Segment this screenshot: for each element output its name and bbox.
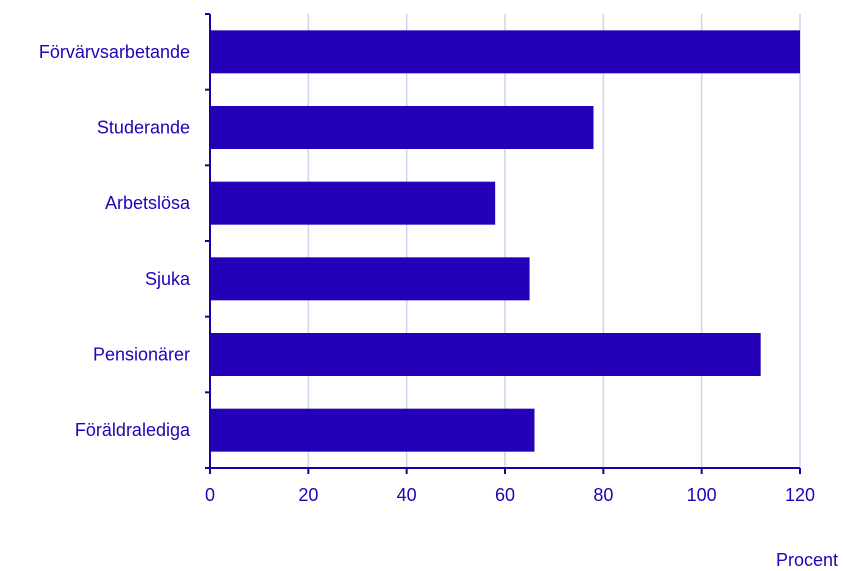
x-tick-label: 40	[397, 485, 417, 505]
category-label: Pensionärer	[93, 345, 190, 365]
bar-4	[210, 257, 530, 301]
category-label: Sjuka	[145, 269, 191, 289]
x-tick-label: 120	[785, 485, 815, 505]
labels: Förvärvsarbetande Studerande Arbetslösa Sju…	[39, 42, 815, 505]
x-tick-label: 20	[298, 485, 318, 505]
category-label: Förvärvsarbetande	[39, 42, 190, 62]
x-tick-label: 80	[593, 485, 613, 505]
category-label: Föräldralediga	[75, 420, 191, 440]
bar-6	[210, 408, 535, 452]
x-tick-label: 100	[687, 485, 717, 505]
bars	[210, 30, 800, 452]
axes	[205, 13, 801, 474]
x-tick-label: 60	[495, 485, 515, 505]
x-axis-label: Procent	[776, 550, 838, 570]
bar-3	[210, 181, 496, 225]
bar-2	[210, 106, 594, 149]
category-label: Arbetslösa	[105, 193, 191, 213]
x-tick-label: 0	[205, 485, 215, 505]
grid-lines	[307, 14, 801, 468]
category-label: Studerande	[97, 118, 190, 138]
bar-5	[210, 333, 761, 376]
bar-1	[210, 30, 800, 74]
